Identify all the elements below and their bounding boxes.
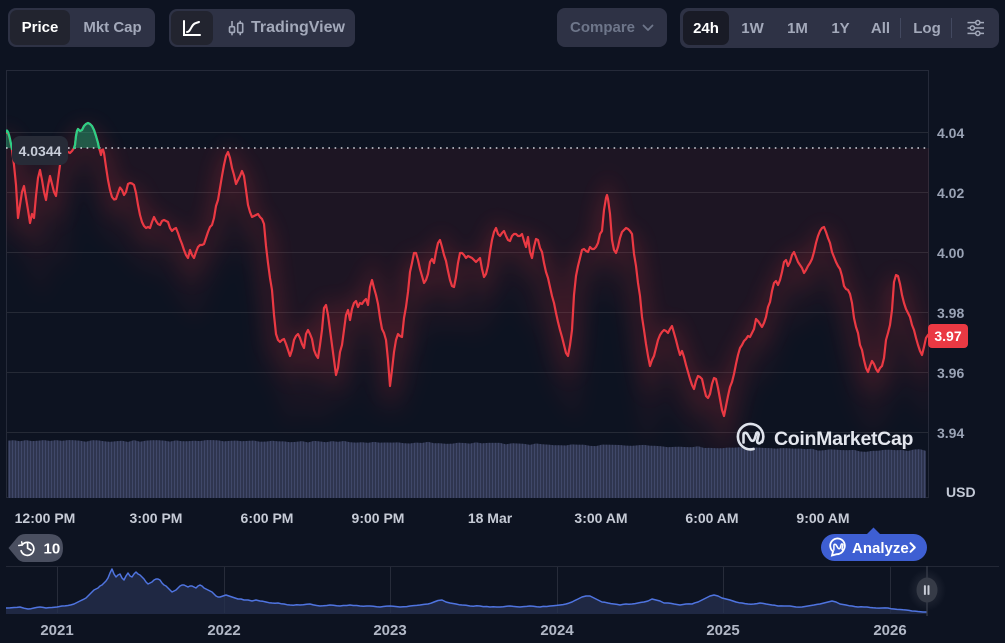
svg-text:10: 10 — [44, 541, 61, 558]
svg-text:CoinMarketCap: CoinMarketCap — [774, 428, 914, 450]
svg-text:Analyze: Analyze — [852, 540, 909, 557]
